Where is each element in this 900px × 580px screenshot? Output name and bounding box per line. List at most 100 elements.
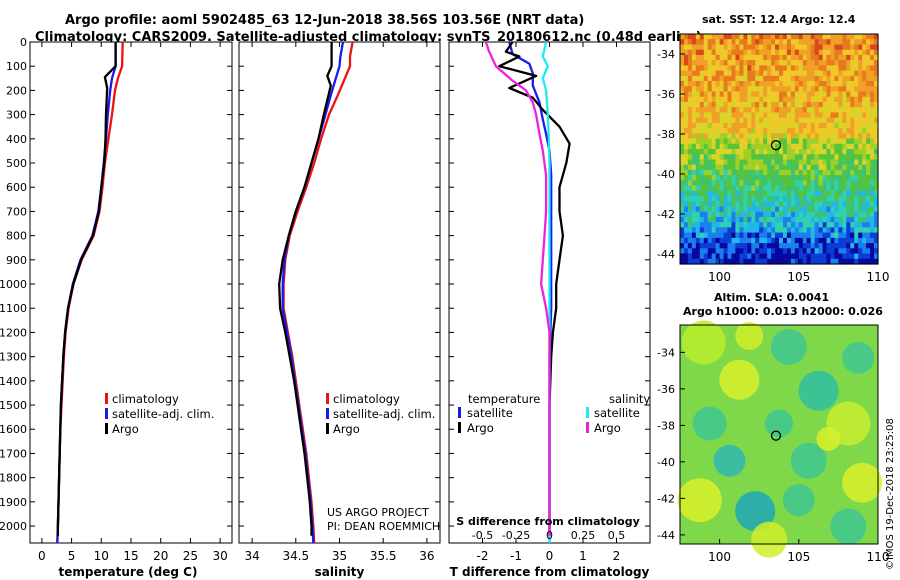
sst-pixel [727,39,733,45]
sst-pixel [755,91,760,98]
sst-pixel [695,138,701,145]
sst-pixel [790,248,796,255]
sst-pixel [751,91,756,98]
sst-pixel [818,117,824,124]
sst-pixel [862,81,867,87]
sst-pixel [842,102,847,108]
sst-pixel [814,65,820,72]
sst-pixel [850,133,855,140]
sst-pixel [739,154,744,160]
sst-pixel [850,143,855,150]
sst-pixel [818,65,824,72]
sst-pixel [771,86,776,93]
sst-pixel [739,149,744,155]
sst-pixel [822,75,828,82]
sst-pixel [854,117,859,124]
sst-pixel [794,154,800,160]
sst-pixel [695,227,701,234]
sst-pixel [715,211,721,218]
sla-feature [692,406,727,441]
sst-pixel [874,206,879,213]
sst-pixel [707,107,713,113]
sst-pixel [874,248,879,255]
sst-pixel [759,222,764,228]
sst-pixel [830,190,836,197]
sst-pixel [719,39,725,45]
sst-pixel [703,217,709,223]
sst-pixel [854,34,859,40]
sst-pixel [759,164,764,171]
sst-pixel [806,54,812,61]
sst-pixel [783,211,788,218]
sst-pixel [719,70,725,77]
sst-pixel [711,185,717,192]
sst-pixel [763,211,768,218]
sla-feature [830,508,867,545]
sst-pixel [850,117,855,124]
sst-pixel [862,96,867,103]
sst-pixel [858,180,863,187]
sst-pixel [719,54,725,61]
sst-pixel [775,54,780,61]
sst-pixel [775,185,780,192]
map-x-tick-label: 105 [787,270,810,284]
sst-pixel [786,201,792,208]
sst-pixel [763,143,768,150]
sst-pixel [854,81,859,87]
sst-pixel [826,243,832,249]
sst-pixel [767,258,772,265]
sst-pixel [703,185,709,192]
sst-pixel [735,149,740,155]
sst-pixel [723,222,729,228]
sst-pixel [691,138,697,145]
sst-pixel [798,60,804,66]
sst-pixel [727,169,733,176]
sst-pixel [691,253,697,260]
sst-pixel [834,34,839,40]
sst-pixel [830,201,836,208]
sst-pixel [687,206,693,213]
sst-pixel [794,39,800,45]
sst-pixel [858,222,863,228]
sst-pixel [870,258,875,265]
x-tick-label: 36 [419,549,434,563]
sst-pixel [790,107,796,113]
sst-pixel [735,86,740,93]
sst-pixel [775,258,780,265]
sst-pixel [786,34,792,40]
sst-pixel [707,112,713,119]
sst-pixel [846,196,851,202]
sst-pixel [759,107,764,113]
sst-pixel [850,138,855,145]
sst-pixel [870,60,875,66]
sst-pixel [858,65,863,72]
sst-pixel [779,154,784,160]
sst-pixel [786,133,792,140]
sst-pixel [874,60,879,66]
sst-pixel [834,180,839,187]
sst-pixel [783,34,788,40]
sst-pixel [739,133,744,140]
sst-pixel [680,133,685,140]
map-y-tick-label: -34 [657,346,675,359]
sst-pixel [802,81,808,87]
sst-pixel [755,175,760,181]
sst-pixel [775,65,780,72]
sst-pixel [687,107,693,113]
sst-pixel [818,70,824,77]
sst-pixel [684,34,689,40]
sst-pixel [731,169,737,176]
sst-pixel [703,34,709,40]
sst-pixel [763,248,768,255]
sst-pixel [719,237,725,244]
sst-pixel [727,138,733,145]
sst-pixel [731,75,737,82]
sst-pixel [751,185,756,192]
sst-pixel [751,107,756,113]
sst-pixel [854,222,859,228]
sst-pixel [850,175,855,181]
sst-pixel [822,190,828,197]
sst-pixel [850,190,855,197]
sst-pixel [779,248,784,255]
sst-pixel [739,54,744,61]
